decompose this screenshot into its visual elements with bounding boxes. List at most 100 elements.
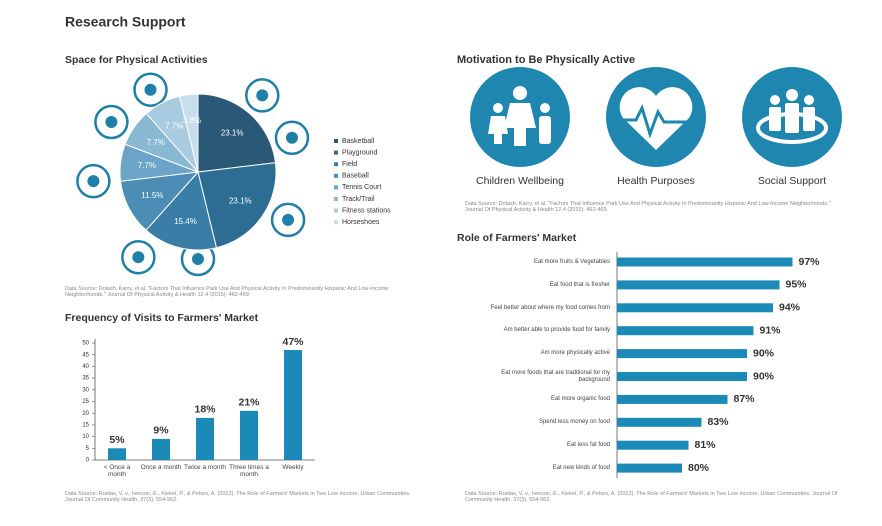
value-label: 91% bbox=[760, 324, 782, 336]
data-source-box: Data Source: Dolash, Karry, et al. "Fact… bbox=[65, 286, 389, 299]
value-label: 90% bbox=[753, 347, 775, 359]
legend-label: Basketball bbox=[342, 138, 375, 145]
bar bbox=[617, 303, 773, 313]
icon-children bbox=[470, 67, 570, 167]
value-label: 94% bbox=[779, 302, 801, 314]
bar bbox=[617, 463, 682, 473]
y-tick-label: Am better able to provide food for famil… bbox=[503, 327, 610, 334]
value-label: 87% bbox=[734, 393, 756, 405]
y-tick-label-box: Eat new kinds of food bbox=[553, 465, 610, 471]
y-tick-label: 25 bbox=[82, 399, 89, 405]
data-source-box: Data Source: Ruelas, V. v., Iverson, E.,… bbox=[65, 491, 411, 504]
activity-icon-figure bbox=[105, 116, 118, 128]
y-tick-label: 5 bbox=[86, 446, 90, 452]
activity-icon-figure bbox=[256, 89, 269, 102]
data-source-box: Data Source: Ruelas, V. v., Iverson, E.,… bbox=[465, 491, 838, 504]
legend-label: Baseball bbox=[342, 173, 369, 180]
activity-icon-figure bbox=[144, 83, 157, 96]
x-tick-label: Once a month bbox=[140, 464, 182, 471]
y-tick-label-box: Eat more fruits & Vegetables bbox=[533, 258, 610, 265]
chart-title: Role of Farmers' Market bbox=[457, 232, 577, 244]
y-tick-label-box: Eat more organic food bbox=[550, 396, 610, 403]
bar bbox=[617, 372, 747, 381]
value-label: 81% bbox=[695, 439, 717, 451]
icon-social bbox=[742, 67, 842, 167]
data-source: Data Source: Ruelas, V. v., Iverson, E.,… bbox=[465, 491, 838, 504]
legend-swatch bbox=[334, 150, 338, 155]
bar bbox=[240, 410, 258, 460]
bar bbox=[617, 349, 747, 359]
legend-label: Fitness stations bbox=[342, 207, 391, 214]
value-label: 90% bbox=[753, 370, 775, 382]
x-tick-label: Three times a month bbox=[229, 464, 269, 479]
y-tick-label: 0 bbox=[86, 458, 90, 464]
y-tick-label: 20 bbox=[82, 411, 89, 417]
slice-label: 3.8% bbox=[183, 116, 201, 125]
y-tick-label-box: Eat food that is fresher bbox=[550, 282, 610, 288]
bar bbox=[196, 417, 214, 460]
x-tick-label-box: Twice a month bbox=[184, 464, 226, 471]
legend-swatch bbox=[334, 162, 338, 167]
pie-slice bbox=[197, 93, 277, 173]
slice-label: 15.4% bbox=[174, 217, 197, 226]
x-tick-label-box: Three times a month bbox=[229, 464, 269, 479]
bar bbox=[284, 350, 302, 460]
y-tick-label: Eat more organic food bbox=[550, 396, 610, 403]
bar bbox=[617, 394, 728, 404]
x-tick-label: < Once a month bbox=[103, 464, 131, 479]
y-tick-label: 40 bbox=[82, 364, 89, 370]
activity-icon-figure bbox=[282, 213, 295, 226]
motivation-label: Social Support bbox=[758, 175, 826, 187]
bar bbox=[108, 448, 126, 460]
activity-icon-figure bbox=[192, 253, 204, 265]
legend-swatch bbox=[334, 185, 338, 190]
value-label: 47% bbox=[282, 336, 304, 348]
bar bbox=[617, 440, 689, 450]
legend-swatch bbox=[334, 197, 338, 201]
x-tick-label-box: < Once a month bbox=[103, 464, 131, 479]
x-tick-label: Twice a month bbox=[184, 464, 226, 471]
pie-slice bbox=[145, 170, 218, 251]
legend-swatch bbox=[334, 139, 338, 143]
motivation-label: Children Wellbeing bbox=[476, 175, 564, 187]
legend-label: Track/Trail bbox=[342, 196, 375, 203]
value-label: 80% bbox=[688, 462, 710, 474]
icon-health bbox=[606, 67, 706, 167]
value-label: 18% bbox=[194, 404, 216, 416]
data-source: Data Source: Dolash, Karry, et al. "Fact… bbox=[65, 286, 389, 299]
slice-label: 7.7% bbox=[138, 161, 156, 170]
bar bbox=[617, 326, 754, 336]
y-tick-label-box: Am more physically active bbox=[540, 350, 610, 357]
activity-icon-figure bbox=[132, 251, 145, 264]
data-source-box: Data Source: Dolash, Karry, et al. "Fact… bbox=[465, 201, 831, 213]
legend-label: Field bbox=[342, 161, 357, 168]
y-tick-label: 15 bbox=[82, 422, 89, 428]
y-tick-label: 45 bbox=[82, 352, 89, 358]
legend-label: Horseshoes bbox=[342, 219, 380, 226]
y-tick-label: Eat more fruits & Vegetables bbox=[533, 258, 610, 265]
slice-label: 23.1% bbox=[221, 129, 244, 138]
value-label: 21% bbox=[238, 397, 260, 409]
y-tick-label: 35 bbox=[82, 376, 89, 382]
legend-swatch bbox=[334, 173, 338, 178]
legend-label: Tennis Court bbox=[342, 184, 381, 191]
bar bbox=[617, 280, 780, 290]
slice-label: 7.7% bbox=[165, 121, 183, 130]
slice-label: 7.7% bbox=[147, 138, 165, 147]
y-tick-label: Eat less fat food bbox=[566, 441, 610, 448]
chart-title: Space for Physical Activities bbox=[65, 54, 208, 66]
y-tick-label: 30 bbox=[82, 387, 89, 393]
y-tick-label: Am more physically active bbox=[540, 350, 610, 357]
y-tick-label-box: Am better able to provide food for famil… bbox=[503, 327, 610, 334]
activity-icon-figure bbox=[87, 175, 100, 188]
bar bbox=[152, 438, 170, 460]
bar bbox=[617, 417, 702, 427]
pie-slice bbox=[197, 162, 277, 249]
data-source: Data Source: Ruelas, V. v., Iverson, E.,… bbox=[65, 491, 411, 504]
value-label: 5% bbox=[109, 434, 125, 446]
pie-slice bbox=[178, 93, 199, 173]
bar bbox=[617, 257, 793, 267]
chart-title: Frequency of Visits to Farmers' Market bbox=[65, 312, 259, 324]
activity-icon-figure bbox=[285, 131, 298, 144]
